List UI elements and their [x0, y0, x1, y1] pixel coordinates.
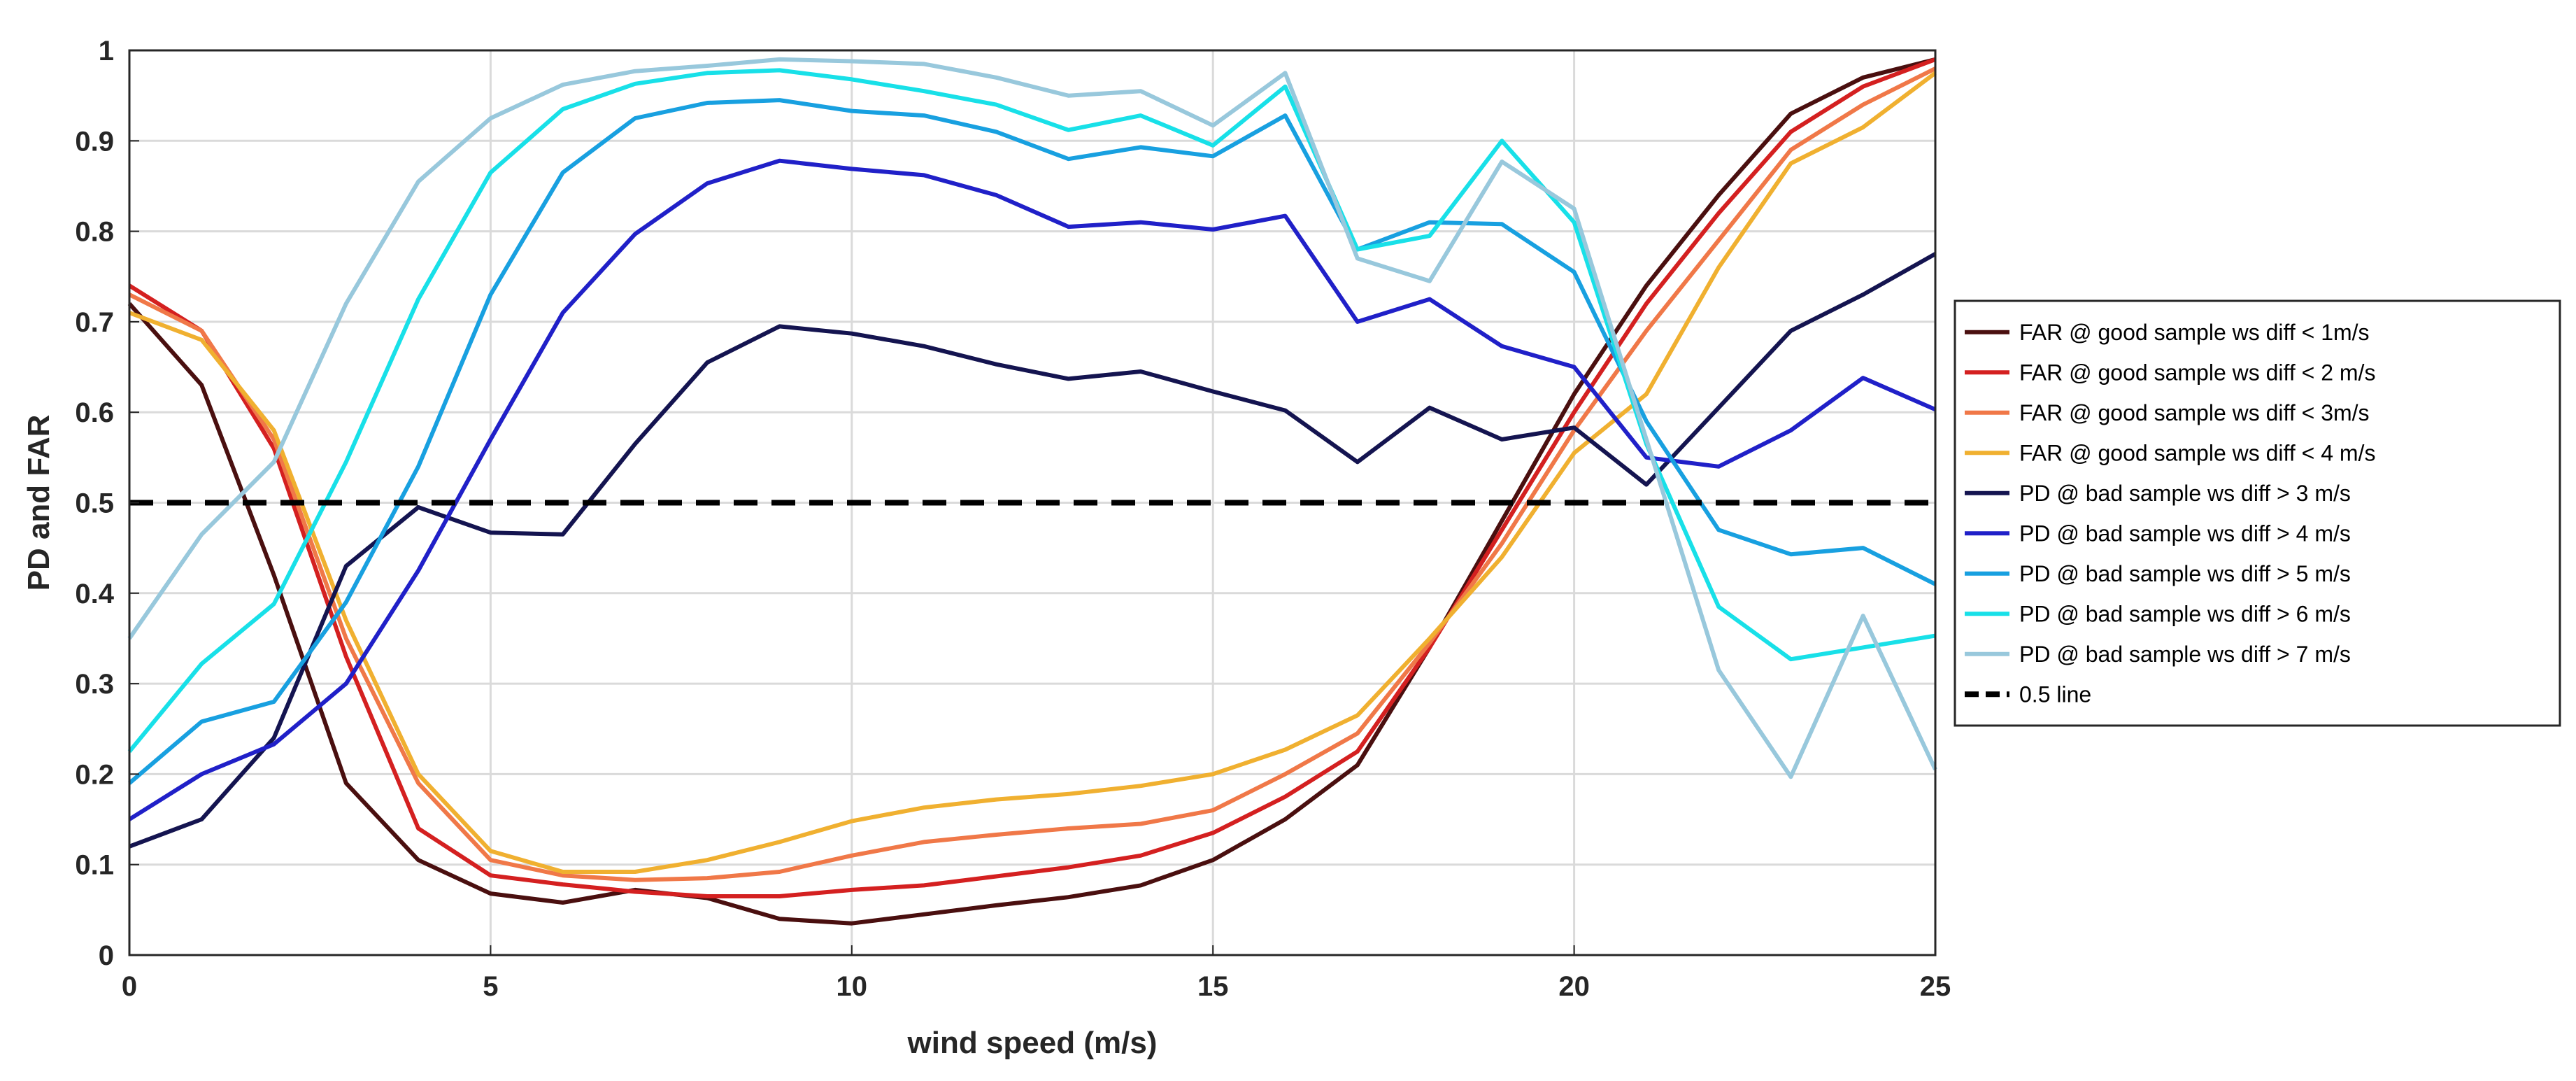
series-line-5	[128, 252, 1937, 849]
y-tick-label: 0.3	[75, 669, 114, 700]
series-line-7	[128, 98, 1937, 785]
x-axis-title: wind speed (m/s)	[907, 1026, 1158, 1060]
y-axis-title: PD and FAR	[22, 415, 56, 591]
y-tick-label: 0.9	[75, 126, 114, 157]
x-tick-label: 20	[1558, 971, 1590, 1002]
series-line-3	[128, 66, 1937, 882]
x-tick-label: 0	[122, 971, 137, 1002]
legend-label: FAR @ good sample ws diff < 1m/s	[2019, 320, 2370, 345]
series-lines	[127, 57, 1937, 926]
y-tick-label: 1	[99, 36, 114, 66]
y-tick-label: 0.2	[75, 759, 114, 790]
y-axis-ticks: 0 0.1 0.2 0.3 0.4 0.5 0.6 0.7 0.8 0.9 1	[75, 36, 139, 971]
series-line-2	[128, 57, 1937, 898]
series-line-8	[127, 68, 1936, 754]
x-tick-label: 10	[837, 971, 868, 1002]
series-line-9	[127, 57, 1937, 779]
y-tick-label: 0.4	[75, 579, 114, 609]
series-line-6	[128, 158, 1937, 821]
legend-label: PD @ bad sample ws diff > 7 m/s	[2019, 642, 2351, 667]
y-tick-label: 0.6	[75, 397, 114, 428]
legend-label: PD @ bad sample ws diff > 5 m/s	[2019, 561, 2351, 586]
legend-label: 0.5 line	[2019, 681, 2091, 707]
y-tick-label: 0.1	[75, 850, 114, 881]
series-line-4	[128, 71, 1937, 874]
x-tick-label: 25	[1920, 971, 1951, 1002]
legend-label: FAR @ good sample ws diff < 4 m/s	[2019, 440, 2375, 465]
legend-label: FAR @ good sample ws diff < 3m/s	[2019, 400, 2370, 425]
x-tick-label: 15	[1197, 971, 1229, 1002]
legend: FAR @ good sample ws diff < 1m/s FAR @ go…	[1954, 299, 2561, 727]
legend-box	[1954, 299, 2561, 727]
legend-label: PD @ bad sample ws diff > 6 m/s	[2019, 601, 2351, 626]
y-tick-label: 0.5	[75, 488, 114, 519]
series-line-1	[127, 57, 1936, 926]
y-tick-label: 0.8	[75, 217, 114, 248]
y-tick-label: 0	[99, 940, 114, 971]
legend-label: PD @ bad sample ws diff > 3 m/s	[2019, 481, 2351, 506]
legend-label: PD @ bad sample ws diff > 4 m/s	[2019, 521, 2351, 546]
x-axis-ticks: 0 5 10 15 20 25	[122, 945, 1951, 1002]
x-tick-label: 5	[483, 971, 498, 1002]
y-tick-label: 0.7	[75, 307, 114, 338]
legend-label: FAR @ good sample ws diff < 2 m/s	[2019, 360, 2375, 385]
